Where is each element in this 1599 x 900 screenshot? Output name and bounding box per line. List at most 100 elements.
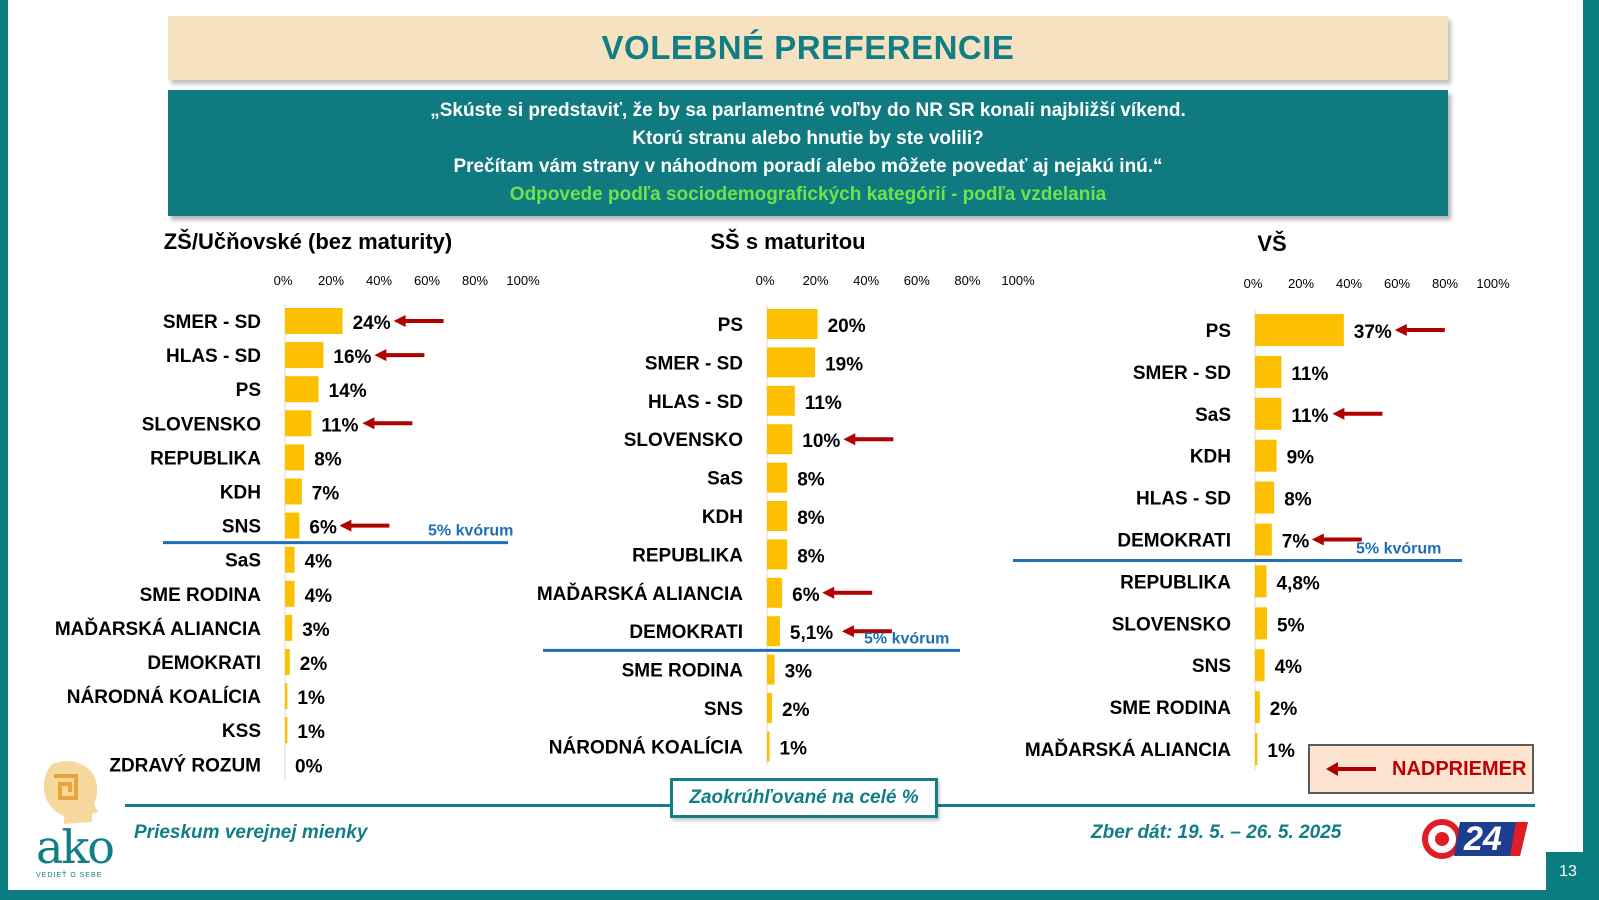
bar — [1255, 649, 1265, 682]
data-label: 7% — [312, 484, 340, 505]
bar — [285, 512, 300, 539]
category-label: PS — [236, 380, 261, 401]
above-average-arrow-icon — [1332, 407, 1383, 420]
data-label: 11% — [321, 415, 358, 436]
page-title: VOLEBNÉ PREFERENCIE — [601, 29, 1015, 66]
data-label: 4% — [1275, 657, 1303, 678]
data-label: 0% — [295, 756, 323, 777]
bar — [285, 478, 302, 505]
bar — [285, 342, 324, 369]
page-number: 13 — [1546, 852, 1590, 892]
tv24-logo-mark — [1422, 819, 1528, 859]
data-label: 8% — [797, 470, 825, 491]
ako-logo: ako VEDIEŤ O SEBE — [28, 758, 138, 879]
category-label: KSS — [222, 721, 261, 742]
category-label: SMER - SD — [163, 312, 261, 333]
data-label: 24% — [353, 313, 391, 334]
bar — [767, 616, 780, 647]
above-average-arrow-icon — [362, 417, 413, 430]
question-line-3: Prečítam vám strany v náhodnom poradí al… — [453, 156, 1163, 177]
axis-tick-label: 0% — [1244, 276, 1263, 291]
data-label: 1% — [297, 688, 325, 709]
above-average-arrow-icon — [393, 315, 444, 327]
bar — [1255, 565, 1267, 598]
axis-tick-label: 60% — [1384, 276, 1410, 291]
above-average-arrow-icon — [843, 433, 894, 446]
category-label: SLOVENSKO — [624, 430, 743, 451]
category-label: NÁRODNÁ KOALÍCIA — [67, 686, 261, 708]
data-label: 8% — [314, 449, 342, 470]
data-label: 1% — [780, 738, 808, 759]
data-label: 5% — [1277, 615, 1305, 636]
category-label: MAĎARSKÁ ALIANCIA — [1025, 739, 1231, 761]
data-label: 6% — [309, 518, 337, 539]
bar — [1255, 481, 1275, 514]
category-label: REPUBLIKA — [632, 545, 743, 566]
bar — [767, 501, 788, 531]
bar — [1255, 523, 1272, 556]
axis-tick-label: 60% — [904, 273, 930, 288]
category-label: KDH — [220, 483, 261, 504]
data-label: 4% — [305, 586, 333, 607]
above-average-arrow-icon — [1394, 324, 1445, 336]
axis-tick-label: 20% — [1288, 276, 1314, 291]
category-label: SMER - SD — [645, 353, 743, 374]
category-label: SNS — [704, 699, 743, 720]
axis-tick-label: 40% — [366, 273, 392, 288]
category-label: HLAS - SD — [166, 346, 261, 367]
ako-logo-text: ako — [36, 820, 115, 874]
above-average-arrow-icon — [841, 625, 892, 638]
bar — [1255, 733, 1258, 765]
collection-dates: Zber dát: 19. 5. – 26. 5. 2025 — [1091, 822, 1342, 843]
data-label: 2% — [300, 654, 328, 675]
category-label: NÁRODNÁ KOALÍCIA — [549, 736, 743, 758]
slide: VOLEBNÉ PREFERENCIE „Skúste si predstavi… — [8, 0, 1583, 890]
head-silhouette-icon — [43, 761, 98, 824]
category-label: SaS — [225, 551, 261, 572]
above-average-arrow-icon — [1311, 533, 1362, 546]
above-average-arrow-icon — [339, 519, 390, 532]
axis-tick-label: 80% — [1432, 276, 1458, 291]
category-label: DEMOKRATI — [629, 622, 743, 643]
bar — [285, 444, 305, 471]
chart-title: SŠ s maturitou — [710, 229, 865, 254]
category-label: PS — [1206, 321, 1231, 342]
axis-tick-label: 100% — [506, 273, 540, 288]
quorum-label: 5% kvórum — [428, 523, 513, 540]
category-label: SLOVENSKO — [1112, 614, 1231, 635]
bar — [767, 577, 783, 608]
data-label: 8% — [1284, 490, 1312, 511]
data-label: 37% — [1354, 322, 1392, 343]
tv24-logo-text: 24 — [1464, 820, 1502, 858]
bar — [767, 347, 816, 378]
category-label: DEMOKRATI — [1117, 531, 1231, 552]
bar — [767, 424, 793, 455]
data-label: 11% — [805, 393, 842, 414]
axis-tick-label: 60% — [414, 273, 440, 288]
category-label: MAĎARSKÁ ALIANCIA — [537, 583, 743, 605]
axis-tick-label: 80% — [462, 273, 488, 288]
legend-label: NADPRIEMER — [1392, 758, 1527, 780]
category-label: SME RODINA — [1110, 698, 1232, 719]
bar — [767, 385, 795, 416]
legend-arrow-icon — [1326, 762, 1376, 776]
category-label: MAĎARSKÁ ALIANCIA — [55, 618, 261, 640]
question-box: „Skúste si predstaviť, že by sa parlamen… — [168, 90, 1448, 216]
category-label: PS — [718, 315, 743, 336]
bar — [767, 731, 770, 762]
axis-tick-label: 0% — [756, 273, 775, 288]
category-label: REPUBLIKA — [150, 448, 261, 469]
data-label: 20% — [828, 316, 866, 337]
tv24-logo: 24 — [1420, 816, 1530, 862]
category-label: SNS — [222, 517, 261, 538]
data-label: 7% — [1282, 532, 1310, 553]
data-label: 11% — [1291, 406, 1328, 427]
data-label: 4% — [305, 552, 333, 573]
data-label: 16% — [333, 347, 371, 368]
above-average-arrow-icon — [374, 349, 425, 362]
category-label: SMER - SD — [1133, 363, 1231, 384]
data-label: 8% — [797, 546, 825, 567]
category-label: REPUBLIKA — [1120, 572, 1231, 593]
data-label: 9% — [1287, 448, 1315, 469]
data-label: 14% — [329, 381, 367, 402]
